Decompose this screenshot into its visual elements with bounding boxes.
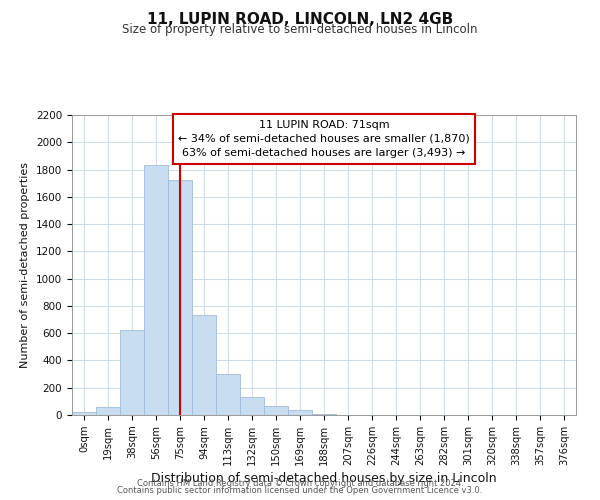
Bar — [312, 414, 336, 415]
Text: 11, LUPIN ROAD, LINCOLN, LN2 4GB: 11, LUPIN ROAD, LINCOLN, LN2 4GB — [147, 12, 453, 28]
Text: Size of property relative to semi-detached houses in Lincoln: Size of property relative to semi-detach… — [122, 22, 478, 36]
Bar — [120, 330, 144, 415]
Text: 11 LUPIN ROAD: 71sqm
← 34% of semi-detached houses are smaller (1,870)
63% of se: 11 LUPIN ROAD: 71sqm ← 34% of semi-detac… — [178, 120, 470, 158]
Text: Contains HM Land Registry data © Crown copyright and database right 2024.: Contains HM Land Registry data © Crown c… — [137, 478, 463, 488]
Bar — [288, 410, 312, 415]
Bar — [168, 180, 192, 415]
Bar — [216, 374, 240, 415]
Bar — [144, 166, 168, 415]
Bar — [264, 406, 288, 415]
Y-axis label: Number of semi-detached properties: Number of semi-detached properties — [20, 162, 31, 368]
Text: Contains public sector information licensed under the Open Government Licence v3: Contains public sector information licen… — [118, 486, 482, 495]
Bar — [96, 407, 120, 415]
X-axis label: Distribution of semi-detached houses by size in Lincoln: Distribution of semi-detached houses by … — [151, 472, 497, 485]
Bar — [192, 315, 216, 415]
Bar — [72, 412, 96, 415]
Bar — [240, 398, 264, 415]
